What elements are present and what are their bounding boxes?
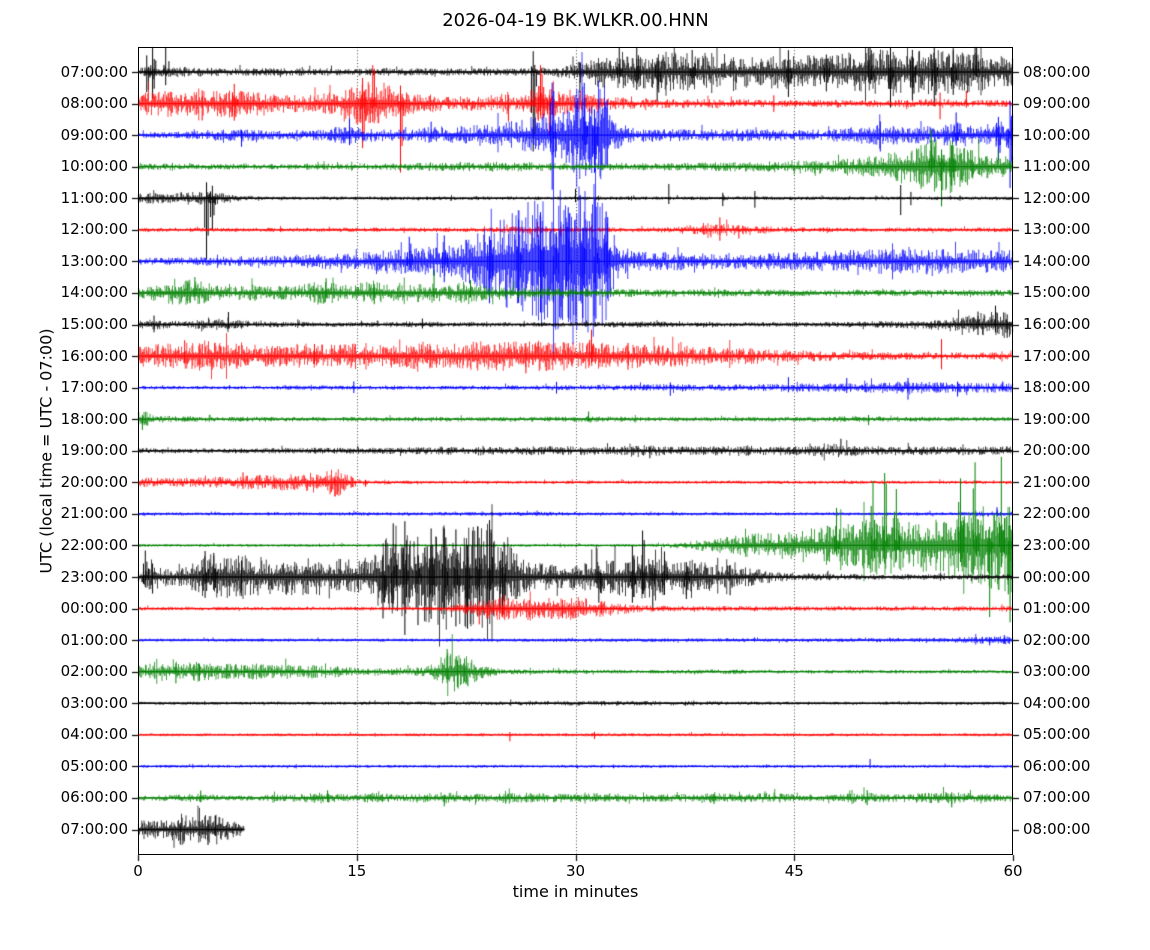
local-tick-label: 03:00:00 [1023, 662, 1091, 681]
utc-tick-label: 12:00:00 [60, 220, 128, 239]
utc-tick-label: 04:00:00 [60, 725, 128, 744]
local-tick-label: 08:00:00 [1023, 62, 1091, 81]
local-tick-label: 22:00:00 [1023, 504, 1091, 523]
local-tick-label: 19:00:00 [1023, 409, 1091, 428]
utc-tick-label: 17:00:00 [60, 378, 128, 397]
utc-tick-label: 02:00:00 [60, 662, 128, 681]
utc-tick-label: 14:00:00 [60, 283, 128, 302]
utc-tick-label: 15:00:00 [60, 315, 128, 333]
utc-tick-label: 23:00:00 [60, 567, 128, 586]
utc-tick-label: 11:00:00 [60, 188, 128, 207]
local-tick-label: 09:00:00 [1023, 94, 1091, 113]
x-axis-label: time in minutes [512, 882, 639, 901]
local-tick-label: 13:00:00 [1023, 220, 1091, 239]
local-tick-label: 21:00:00 [1023, 472, 1091, 491]
local-tick-label: 17:00:00 [1023, 346, 1091, 365]
local-tick-label: 02:00:00 [1023, 630, 1091, 649]
local-tick-label: 07:00:00 [1023, 788, 1091, 807]
local-tick-label: 04:00:00 [1023, 693, 1091, 712]
local-tick-label: 01:00:00 [1023, 599, 1091, 618]
utc-tick-label: 21:00:00 [60, 504, 128, 523]
local-tick-label: 06:00:00 [1023, 756, 1091, 775]
utc-tick-label: 07:00:00 [60, 62, 128, 81]
local-tick-label: 15:00:00 [1023, 283, 1091, 302]
x-tick-label: 15 [347, 862, 367, 880]
utc-tick-label: 06:00:00 [60, 788, 128, 807]
plot-frame [138, 47, 1013, 855]
utc-tick-label: 05:00:00 [60, 756, 128, 775]
utc-tick-label: 07:00:00 [60, 820, 128, 838]
local-tick-label: 08:00:00 [1023, 820, 1091, 838]
local-tick-label: 18:00:00 [1023, 378, 1091, 397]
utc-tick-label: 08:00:00 [60, 94, 128, 113]
local-tick-label: 23:00:00 [1023, 535, 1091, 554]
utc-tick-label: 20:00:00 [60, 472, 128, 491]
local-tick-label: 20:00:00 [1023, 441, 1091, 460]
y-axis-label: UTC (local time = UTC - 07:00) [36, 328, 56, 574]
local-tick-label: 10:00:00 [1023, 125, 1091, 144]
local-tick-label: 11:00:00 [1023, 157, 1091, 176]
local-tick-label: 14:00:00 [1023, 251, 1091, 270]
utc-tick-label: 10:00:00 [60, 157, 128, 176]
local-tick-label: 12:00:00 [1023, 188, 1091, 207]
utc-tick-label: 19:00:00 [60, 441, 128, 460]
x-tick-label: 60 [1003, 862, 1023, 880]
local-tick-label: 16:00:00 [1023, 315, 1091, 333]
utc-tick-label: 22:00:00 [60, 535, 128, 554]
local-tick-label: 05:00:00 [1023, 725, 1091, 744]
utc-tick-label: 01:00:00 [60, 630, 128, 649]
local-tick-label: 00:00:00 [1023, 567, 1091, 586]
x-tick-label: 30 [565, 862, 586, 880]
utc-tick-label: 18:00:00 [60, 409, 128, 428]
utc-tick-label: 13:00:00 [60, 251, 128, 270]
x-tick-label: 0 [133, 862, 143, 880]
utc-tick-label: 03:00:00 [60, 693, 128, 712]
utc-tick-label: 16:00:00 [60, 346, 128, 365]
figure-title: 2026-04-19 BK.WLKR.00.HNN [442, 10, 709, 31]
utc-tick-label: 09:00:00 [60, 125, 128, 144]
x-tick-label: 45 [784, 862, 804, 880]
utc-tick-label: 00:00:00 [60, 599, 128, 618]
